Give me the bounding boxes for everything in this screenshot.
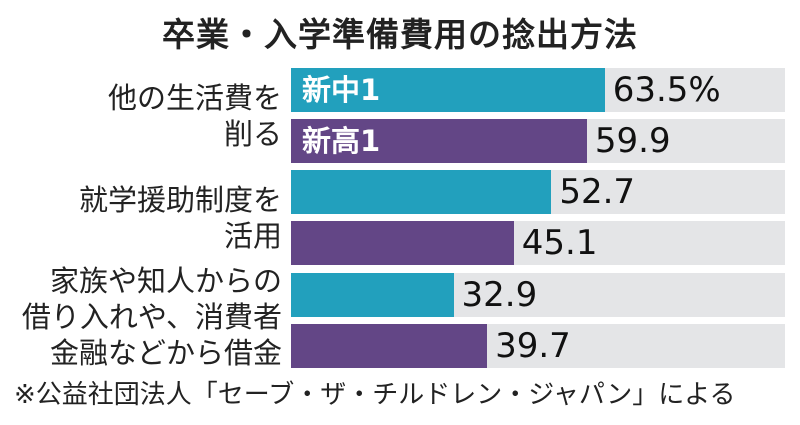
category-label: 家族や知人からの 借り入れや、消費者 金融などから借金 xyxy=(21,263,282,370)
bar-新高1 xyxy=(291,119,587,163)
data-label: 52.7 xyxy=(559,172,636,212)
data-label: 32.9 xyxy=(461,275,538,315)
bar-新中1 xyxy=(291,68,605,112)
category-label: 就学援助制度を 活用 xyxy=(78,182,282,253)
source-note: ※公益社団法人「セーブ・ザ・チルドレン・ジャパン」による xyxy=(14,380,736,410)
category-label: 他の生活費を 削る xyxy=(107,80,282,151)
bar-新高1 xyxy=(291,221,514,265)
bar-新高1 xyxy=(291,324,488,368)
data-label: 39.7 xyxy=(495,326,571,366)
chart-title: 卒業・入学準備費用の捻出方法 xyxy=(162,15,638,54)
bar-新中1 xyxy=(291,273,454,317)
legend-label: 新中1 xyxy=(302,73,381,107)
bar-新中1 xyxy=(291,170,552,214)
data-label: 59.9 xyxy=(594,121,671,161)
legend-label: 新高1 xyxy=(302,124,381,158)
data-label: 63.5% xyxy=(612,70,721,110)
data-label: 45.1 xyxy=(521,223,598,263)
